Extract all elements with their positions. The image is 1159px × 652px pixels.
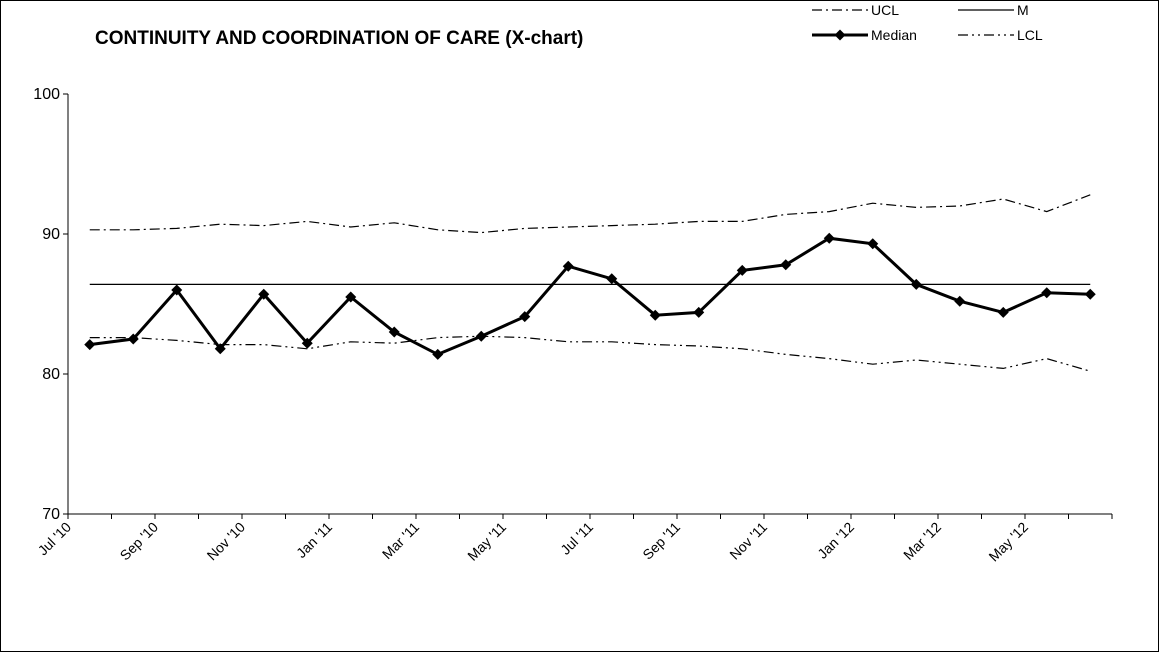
y-tick-label: 80 — [42, 366, 60, 383]
marker — [954, 295, 966, 307]
marker — [693, 306, 705, 318]
marker — [910, 278, 922, 290]
marker — [84, 339, 96, 351]
marker — [649, 309, 661, 321]
marker — [127, 333, 139, 345]
marker — [519, 311, 531, 323]
marker — [432, 348, 444, 360]
marker — [1041, 287, 1053, 299]
y-tick-label: 70 — [42, 506, 60, 523]
legend-label: M — [1017, 2, 1029, 18]
series-line — [89, 335, 1091, 372]
marker — [736, 264, 748, 276]
series-line — [89, 236, 1091, 357]
marker — [867, 238, 879, 250]
marker — [823, 232, 835, 244]
legend-label: Median — [871, 27, 917, 43]
series-line — [89, 194, 1091, 234]
marker — [214, 343, 226, 355]
legend-marker — [834, 29, 846, 41]
y-tick-label: 90 — [42, 226, 60, 243]
marker — [345, 291, 357, 303]
marker — [1084, 288, 1096, 300]
marker — [301, 337, 313, 349]
y-tick-label: 100 — [33, 86, 60, 103]
marker — [171, 284, 183, 296]
marker — [780, 259, 792, 271]
marker — [258, 288, 270, 300]
legend-label: UCL — [871, 2, 899, 18]
chart-title: CONTINUITY AND COORDINATION OF CARE (X-c… — [95, 28, 583, 49]
marker — [606, 273, 618, 285]
marker — [388, 326, 400, 338]
marker — [997, 306, 1009, 318]
marker — [562, 260, 574, 272]
legend-label: LCL — [1017, 27, 1043, 43]
